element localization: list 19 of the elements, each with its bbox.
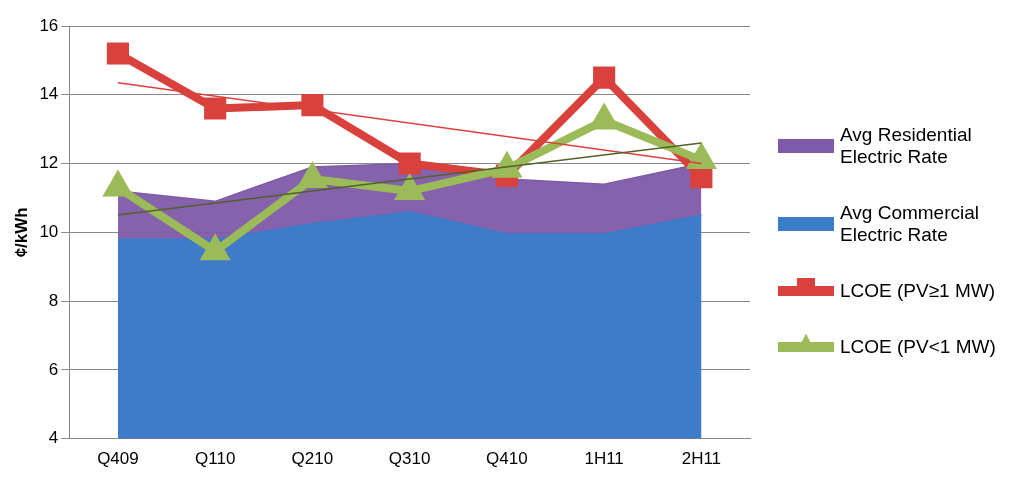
x-tick-label: Q410 [486, 449, 528, 469]
y-axis-title: ¢/kWh [11, 207, 31, 258]
x-tick-label: 1H11 [584, 449, 624, 469]
legend-label: Avg Residential Electric Rate [840, 123, 973, 168]
legend-label: LCOE (PV<1 MW) [840, 335, 996, 358]
legend-label: Avg Commercial Electric Rate [840, 201, 981, 246]
y-tick-label: 10 [39, 221, 59, 241]
y-tick-label: 14 [39, 84, 59, 104]
y-tick-label: 6 [48, 359, 59, 379]
x-tick-label: Q110 [195, 449, 236, 469]
y-tick-label: 8 [48, 290, 59, 310]
x-tick-label: Q210 [291, 449, 334, 469]
y-tick-label: 12 [39, 153, 59, 173]
x-tick-label: 2H11 [681, 449, 722, 469]
y-tick-label: 16 [39, 15, 59, 35]
y-tick-label: 4 [48, 428, 59, 448]
x-tick-label: Q310 [388, 449, 431, 469]
x-tick-label: Q409 [97, 449, 139, 469]
legend-label: LCOE (PV≥1 MW) [840, 279, 996, 302]
